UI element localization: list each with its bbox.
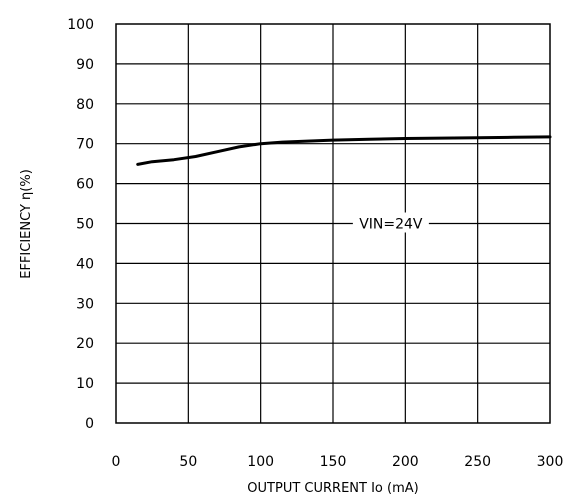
y-tick-label-20: 20: [76, 336, 94, 352]
y-tick-labels: 0 10 20 30 40 50 60 70 80 90 100: [67, 17, 94, 432]
y-tick-label-60: 60: [76, 177, 94, 193]
x-tick-label-0: 0: [112, 454, 121, 470]
series-line-0: [136, 135, 552, 166]
x-tick-label-150: 150: [320, 454, 347, 470]
annotation-bg-0: [352, 212, 429, 233]
grid: [116, 24, 550, 423]
x-tick-label-100: 100: [247, 454, 274, 470]
plot-border: [115, 23, 551, 424]
x-axis-label: OUTPUT CURRENT Io (mA): [247, 481, 418, 496]
x-tick-label-200: 200: [392, 454, 419, 470]
x-tick-labels: 0 50 100 150 200 250 300: [112, 454, 564, 470]
y-tick-label-70: 70: [76, 137, 94, 153]
y-tick-label-30: 30: [76, 296, 94, 312]
x-tick-label-50: 50: [179, 454, 197, 470]
y-tick-label-0: 0: [85, 416, 94, 432]
annotation-text-0: VIN=24V: [359, 217, 423, 233]
y-tick-label-100: 100: [67, 17, 94, 33]
y-tick-label-80: 80: [76, 97, 94, 113]
y-axis-label: EFFICIENCY η(%): [19, 169, 34, 279]
y-tick-label-50: 50: [76, 217, 94, 233]
plot-frame: [115, 23, 551, 424]
y-tick-label-10: 10: [76, 376, 94, 392]
x-tick-label-300: 300: [537, 454, 564, 470]
y-tick-label-40: 40: [76, 256, 94, 272]
y-tick-label-90: 90: [76, 57, 94, 73]
series-layer: [136, 135, 552, 166]
x-tick-label-250: 250: [464, 454, 491, 470]
annotations: VIN=24V: [352, 212, 429, 233]
